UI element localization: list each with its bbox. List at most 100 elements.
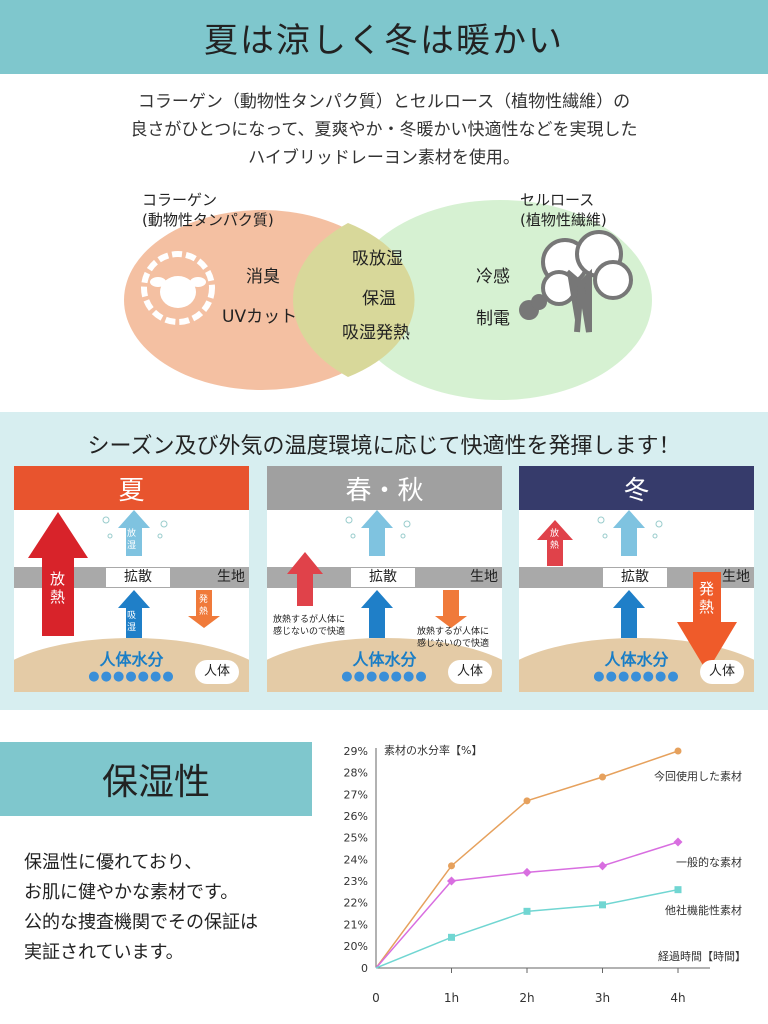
bubbles-icon <box>345 516 411 539</box>
release-moisture-label: 放湿 <box>127 529 137 551</box>
x-tick-label: 3h <box>595 991 610 1005</box>
big-heat-down-arrow <box>677 572 737 672</box>
y-tick-label: 0 <box>361 962 368 975</box>
venn-center-item: 保温 <box>362 289 396 309</box>
absorb-moisture-arrow <box>118 590 150 638</box>
seasons-title: シーズン及び外気の温度環境に応じて快適性を発揮します！ <box>87 434 681 459</box>
data-point <box>599 901 606 909</box>
series-label: 今回使用した素材 <box>654 769 742 783</box>
release-moisture-arrow <box>613 510 645 556</box>
series-label: 他社機能性素材 <box>665 903 742 917</box>
release-moisture-arrow <box>118 510 150 556</box>
x-tick-label: 1h <box>444 991 459 1005</box>
y-tick-label: 24% <box>344 853 368 866</box>
moisture-chart: 素材の水分率【%】 経過時間【時間】 0 20% 21% 22% 23% 24% 25% 26… <box>344 743 746 1005</box>
data-point <box>599 773 606 781</box>
fabric-label: 生地 <box>722 569 750 585</box>
body-water-label: 人体水分 <box>352 650 417 669</box>
diffuse-label: 拡散 <box>603 568 667 587</box>
comfort-note-right: 放熱するが人体に 感じないので快適 <box>417 627 490 649</box>
body-label: 人体 <box>195 660 239 684</box>
y-tick-label: 27% <box>344 788 368 801</box>
y-tick-label: 25% <box>344 832 368 845</box>
body-label: 人体 <box>700 660 744 684</box>
diffuse-label: 拡散 <box>106 568 170 587</box>
moisture-description: 保温性に優れており、 お肌に健やかな素材です。 公的な捜査機関でその保証は 実証… <box>24 852 258 963</box>
series-line <box>375 888 679 969</box>
summer-arrows <box>28 510 220 638</box>
data-point <box>523 797 531 805</box>
heat-arrow <box>287 552 323 606</box>
venn-center-item: 吸放湿 <box>352 249 403 269</box>
fabric-label: 生地 <box>217 569 245 585</box>
body-water-label: 人体水分 <box>99 650 164 669</box>
water-drop-icon: ●●●●●●● <box>341 669 428 684</box>
water-drop-icon: ●●●●●●● <box>88 669 175 684</box>
x-tick-label: 4h <box>670 991 685 1005</box>
y-tick-label: 28% <box>344 767 368 780</box>
absorb-moisture-label: 吸湿 <box>127 611 137 633</box>
generate-heat-label: 発熱 <box>699 580 715 616</box>
series-label: 一般的な素材 <box>676 855 742 869</box>
data-point <box>448 933 455 941</box>
y-tick-label: 29% <box>344 745 368 758</box>
data-point <box>522 867 532 877</box>
y-tick-label: 26% <box>344 810 368 823</box>
chart-title: 素材の水分率【%】 <box>384 743 482 757</box>
x-axis-label: 経過時間【時間】 <box>658 950 746 963</box>
diffuse-label: 拡散 <box>351 568 415 587</box>
absorb-moisture-arrow <box>361 590 393 638</box>
venn-right-item: 制電 <box>476 309 510 329</box>
data-point <box>447 876 456 886</box>
release-heat-label: 放熱 <box>550 529 560 551</box>
spring-autumn-arrows <box>287 510 467 638</box>
release-heat-label: 放熱 <box>50 570 66 606</box>
heat-arrow <box>537 520 573 566</box>
heat-small-arrow <box>435 590 467 628</box>
data-point <box>674 747 682 755</box>
season-name: 冬 <box>519 466 754 510</box>
generate-heat-label: 発熱 <box>199 595 209 617</box>
x-tick-label: 0 <box>372 991 380 1005</box>
y-tick-label: 22% <box>344 897 368 910</box>
absorb-moisture-arrow <box>613 590 645 638</box>
tree-icon <box>519 230 633 333</box>
data-point <box>598 861 607 871</box>
venn-center-item: 吸湿発熱 <box>342 323 410 343</box>
venn-right-label: セルロース (植物性繊維) <box>520 191 607 229</box>
season-panel-summer: 夏 生地 放熱 放湿 吸湿 発熱 拡散 人体水分 ●●●●●●● 人体 <box>14 466 249 692</box>
winter-arrows <box>537 510 737 672</box>
page-title: 夏は涼しく冬は暖かい <box>204 20 564 61</box>
y-tick-label: 21% <box>344 918 368 931</box>
season-panel-spring-autumn: 春・秋 生地 放熱するが人体に 感じないので快適 放熱するが人体に 感じないので… <box>267 466 502 692</box>
bubbles-icon <box>597 516 663 539</box>
body-water-label: 人体水分 <box>604 650 669 669</box>
season-panel-winter: 冬 生地 放熱 発熱 拡散 人体水分 ●●●●●●● 人体 <box>519 466 754 692</box>
data-point <box>674 886 682 894</box>
data-point <box>523 907 531 915</box>
venn-left-label: コラーゲン (動物性タンパク質) <box>142 191 274 229</box>
moisture-banner <box>0 742 312 816</box>
fabric-label: 生地 <box>470 569 498 585</box>
moisture-title: 保湿性 <box>101 762 210 803</box>
venn-right-item: 冷感 <box>476 267 510 287</box>
x-tick-label: 2h <box>519 991 534 1005</box>
release-moisture-arrow <box>361 510 393 556</box>
body-label: 人体 <box>448 660 492 684</box>
intro-text: コラーゲン（動物性タンパク質）とセルロース（植物性繊維）の 良さがひとつになって… <box>130 92 638 168</box>
venn-left-item: UVカット <box>222 307 298 327</box>
sheep-icon <box>141 251 215 325</box>
venn-diagram <box>124 200 652 400</box>
series-line <box>375 750 679 969</box>
season-name: 夏 <box>14 466 249 510</box>
water-drop-icon: ●●●●●●● <box>593 669 680 684</box>
venn-left-item: 消臭 <box>246 267 280 287</box>
big-heat-arrow <box>28 512 88 636</box>
bubbles-icon <box>102 516 168 539</box>
comfort-note-left: 放熱するが人体に 感じないので快適 <box>273 615 346 637</box>
venn-overlap <box>292 223 415 377</box>
header-banner: 夏は涼しく冬は暖かい <box>0 0 768 74</box>
y-tick-label: 23% <box>344 875 368 888</box>
y-tick-label: 20% <box>344 940 368 953</box>
heat-small-arrow <box>188 590 220 628</box>
